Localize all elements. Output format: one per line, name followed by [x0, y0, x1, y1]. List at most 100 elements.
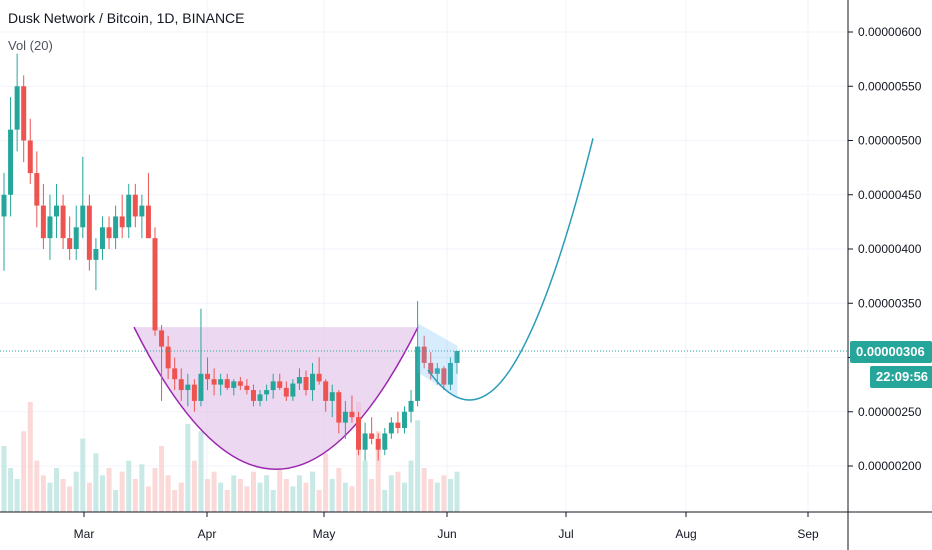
volume-bar	[119, 471, 125, 512]
candle-body	[434, 368, 440, 374]
cup-pattern	[133, 326, 419, 470]
volume-bar	[54, 468, 60, 512]
y-tick-label: 0.00000350	[858, 296, 922, 310]
candle-body	[218, 379, 224, 385]
candle-body	[408, 400, 414, 412]
candle-body	[283, 387, 289, 397]
candle-body	[303, 377, 309, 391]
chart-grid	[0, 0, 848, 512]
candle-body	[375, 438, 381, 450]
volume-bar	[185, 424, 191, 512]
candle-body	[441, 368, 447, 385]
volume-bar	[237, 479, 243, 512]
y-tick-label: 0.00000400	[858, 242, 922, 256]
volume-bar	[34, 460, 40, 512]
candle-body	[21, 86, 27, 141]
volume-bar	[14, 479, 20, 512]
y-tick-label: 0.00000600	[858, 25, 922, 39]
volume-bar	[99, 475, 105, 512]
volume-bar	[211, 471, 217, 512]
volume-bar	[27, 402, 33, 512]
candle-body	[356, 417, 362, 450]
volume-bar	[421, 468, 427, 512]
candle-body	[244, 385, 250, 391]
candle-body	[290, 383, 296, 397]
candle-body	[395, 422, 401, 429]
volume-bar	[113, 490, 119, 512]
candle-body	[54, 205, 60, 217]
volume-bar	[106, 468, 112, 512]
candle-body	[237, 381, 243, 386]
volume-bar	[159, 446, 165, 512]
candle-body	[40, 205, 46, 239]
candle-body	[185, 384, 191, 391]
candle-body	[270, 381, 276, 391]
volume-bar	[191, 460, 197, 512]
volume-bar	[316, 490, 322, 512]
candle-body	[296, 377, 302, 384]
candle-body	[73, 227, 79, 249]
candle-body	[113, 216, 119, 239]
candle-body	[277, 381, 283, 388]
volume-bar	[152, 468, 158, 512]
candle-body	[60, 205, 66, 239]
candle-body	[329, 392, 335, 401]
candle-body	[428, 362, 434, 374]
x-tick-label: Aug	[675, 527, 696, 541]
candle-body	[336, 392, 342, 423]
volume-bar	[310, 471, 316, 512]
candle-body	[362, 433, 368, 450]
candle-body	[178, 379, 184, 391]
cup-fill	[134, 327, 418, 470]
volume-bar	[428, 479, 434, 512]
volume-bar	[434, 482, 440, 512]
volume-bar	[375, 431, 381, 512]
y-tick-label: 0.00000500	[858, 134, 922, 148]
candle-body	[126, 194, 132, 228]
candle-body	[264, 390, 270, 395]
candle-body	[145, 205, 151, 239]
volume-bar	[290, 486, 296, 512]
volume-bar	[126, 460, 132, 512]
volume-bar	[8, 468, 14, 512]
volume-bar	[454, 471, 460, 512]
volume-bar	[349, 486, 355, 512]
x-tick-label: Jun	[437, 527, 456, 541]
candle-body	[250, 390, 256, 401]
volume-bar	[80, 438, 86, 512]
candle-body	[99, 227, 105, 249]
volume-bar	[303, 482, 309, 512]
volume-bar	[40, 475, 46, 512]
volume-bar	[283, 479, 289, 512]
volume-bar	[198, 431, 204, 512]
volume-bar	[257, 482, 263, 512]
volume-bar	[401, 482, 407, 512]
candle-body	[1, 194, 7, 217]
candle-body	[211, 379, 217, 385]
candle-body	[172, 368, 178, 380]
candle-body	[152, 238, 158, 331]
flag-channel	[417, 323, 458, 398]
volume-bar	[1, 446, 7, 512]
volume-bar	[395, 471, 401, 512]
volume-bar	[342, 482, 348, 512]
volume-bar	[441, 475, 447, 512]
x-tick-label: Mar	[74, 527, 95, 541]
candle-body	[132, 194, 138, 217]
volume-bar	[132, 479, 138, 512]
volume-bar	[73, 471, 79, 512]
volume-bar	[172, 490, 178, 512]
volume-bar	[250, 471, 256, 512]
volume-bar	[244, 486, 250, 512]
volume-bar	[362, 460, 368, 512]
volume-bar	[60, 479, 66, 512]
candle-body	[205, 373, 211, 380]
candle-body	[349, 411, 355, 418]
volume-bar	[415, 420, 421, 512]
volume-bar	[336, 468, 342, 512]
candle-body	[191, 384, 197, 401]
x-tick-label: Sep	[797, 527, 819, 541]
volume-bar	[139, 464, 145, 512]
volume-bar	[145, 486, 151, 512]
